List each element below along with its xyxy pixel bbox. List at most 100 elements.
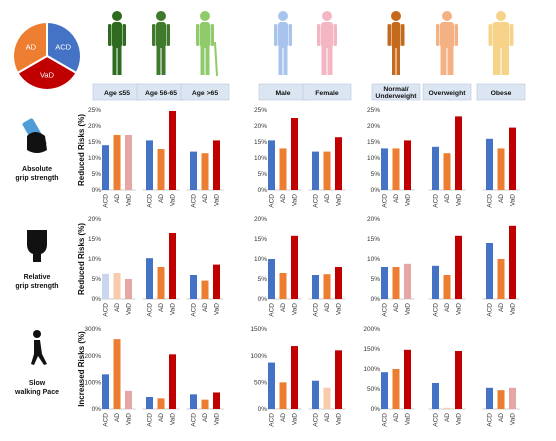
bar-vad xyxy=(509,127,516,190)
x-tick-label: VaD xyxy=(214,413,221,425)
bar-acd xyxy=(268,362,275,409)
x-tick-label: AD xyxy=(280,413,287,422)
x-tick-label: AD xyxy=(498,194,505,203)
y-tick-label: 10% xyxy=(367,256,380,263)
elderly-person-silhouette-icon xyxy=(196,11,218,77)
obese-silhouette-icon xyxy=(488,11,514,75)
x-tick-label: VaD xyxy=(405,413,412,425)
x-tick-label: ACD xyxy=(269,303,276,317)
x-tick-label: ACD xyxy=(269,194,276,208)
row-label-line1: Absolute xyxy=(22,166,52,173)
y-tick-label: 5% xyxy=(258,276,268,283)
bar-ad xyxy=(113,134,121,190)
bar-vad xyxy=(169,110,176,190)
x-tick-label: ACD xyxy=(487,194,494,208)
bar-ad xyxy=(279,273,287,299)
bar-ad xyxy=(279,382,287,409)
x-tick-label: AD xyxy=(114,194,121,203)
y-tick-label: 5% xyxy=(92,276,102,283)
x-tick-label: AD xyxy=(444,413,451,422)
group-header-label: Obese xyxy=(491,90,512,97)
bar-vad xyxy=(291,235,298,299)
x-tick-label: ACD xyxy=(382,303,389,317)
y-tick-label: 10% xyxy=(254,256,267,263)
bar-acd xyxy=(381,372,388,409)
y-axis-title: Reduced Risks (%) xyxy=(77,114,86,186)
bar-acd xyxy=(381,148,388,190)
x-tick-label: AD xyxy=(280,303,287,312)
x-tick-label: VaD xyxy=(292,303,299,315)
y-tick-label: 200% xyxy=(84,353,101,360)
bar-acd xyxy=(190,275,197,299)
y-tick-label: 0% xyxy=(258,406,268,413)
pie-label-ad: AD xyxy=(26,43,37,52)
bar-vad xyxy=(291,346,298,409)
bar-acd xyxy=(381,267,388,299)
bar-vad xyxy=(169,354,176,409)
bar-acd xyxy=(146,140,153,190)
y-tick-label: 20% xyxy=(367,123,380,130)
bar-vad xyxy=(404,263,411,299)
group-header-label: Age ≤55 xyxy=(104,90,130,97)
x-tick-label: VaD xyxy=(336,303,343,315)
x-tick-label: VaD xyxy=(126,194,133,206)
walking-person-icon xyxy=(31,330,47,365)
y-tick-label: 25% xyxy=(367,107,380,114)
x-tick-label: VaD xyxy=(456,303,463,315)
y-tick-label: 20% xyxy=(88,216,101,223)
x-tick-label: VaD xyxy=(126,413,133,425)
y-tick-label: 100% xyxy=(84,380,101,387)
x-tick-label: ACD xyxy=(147,194,154,208)
bar-ad xyxy=(443,275,451,299)
x-tick-label: ACD xyxy=(313,303,320,317)
x-tick-label: VaD xyxy=(214,194,221,206)
pie-slice-ad xyxy=(12,20,48,75)
bar-acd xyxy=(432,265,439,299)
x-tick-label: VaD xyxy=(170,413,177,425)
x-tick-label: ACD xyxy=(191,194,198,208)
row-label-line2: walking Pace xyxy=(14,389,59,396)
y-tick-label: 0% xyxy=(371,406,381,413)
y-axis-title: Increased Risks (%) xyxy=(77,331,86,407)
x-tick-label: AD xyxy=(202,303,209,312)
group-header-box xyxy=(371,83,421,101)
bar-acd xyxy=(190,394,197,409)
bar-ad xyxy=(201,153,209,190)
x-tick-label: ACD xyxy=(103,413,110,427)
x-tick-label: ACD xyxy=(103,194,110,208)
x-tick-label: VaD xyxy=(405,303,412,315)
x-tick-label: VaD xyxy=(405,194,412,206)
bar-vad xyxy=(125,390,132,409)
y-tick-label: 15% xyxy=(367,139,380,146)
bar-ad xyxy=(201,280,209,299)
x-tick-label: ACD xyxy=(313,413,320,427)
y-tick-label: 300% xyxy=(84,326,101,333)
bar-vad xyxy=(291,118,298,190)
y-tick-label: 50% xyxy=(367,386,380,393)
x-tick-label: AD xyxy=(324,303,331,312)
x-tick-label: AD xyxy=(393,413,400,422)
bar-ad xyxy=(497,390,505,409)
normal-weight-silhouette-icon xyxy=(387,11,405,75)
bar-ad xyxy=(323,151,331,190)
bar-acd xyxy=(486,138,493,190)
y-tick-label: 25% xyxy=(254,107,267,114)
y-tick-label: 15% xyxy=(88,139,101,146)
bar-vad xyxy=(509,387,516,409)
y-tick-label: 20% xyxy=(88,123,101,130)
y-tick-label: 10% xyxy=(254,155,267,162)
bar-vad xyxy=(455,351,462,409)
y-tick-label: 20% xyxy=(254,216,267,223)
y-tick-label: 20% xyxy=(254,123,267,130)
group-header-label: Age >65 xyxy=(192,90,218,97)
y-tick-label: 5% xyxy=(258,171,268,178)
x-tick-label: AD xyxy=(324,413,331,422)
bar-vad xyxy=(125,279,132,299)
x-tick-label: AD xyxy=(393,303,400,312)
y-tick-label: 10% xyxy=(88,155,101,162)
bar-acd xyxy=(268,140,275,190)
x-tick-label: VaD xyxy=(510,413,517,425)
bar-vad xyxy=(335,267,342,299)
bar-acd xyxy=(312,151,319,190)
bar-acd xyxy=(432,146,439,190)
